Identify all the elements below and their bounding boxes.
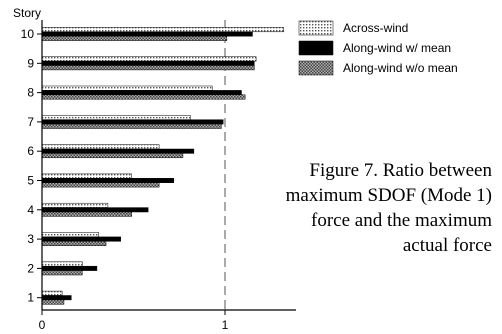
- y-tick-label-5: 5: [27, 174, 34, 188]
- legend: Across-wind Along-wind w/ mean Along-wind …: [298, 20, 458, 76]
- bar-across-wind-story-2: [41, 261, 83, 267]
- bar-along-wind-w-o-mean-story-5: [41, 182, 160, 188]
- bar-along-wind-w-o-mean-story-4: [41, 211, 132, 217]
- bar-along-wind-w-o-mean-story-1: [41, 299, 65, 305]
- y-axis-title: Story: [13, 6, 41, 20]
- bar-along-wind-w-mean-story-7: [41, 119, 224, 125]
- legend-swatch-along-wind-w-mean: [298, 40, 334, 56]
- bar-across-wind-story-8: [41, 85, 213, 91]
- bar-across-wind-story-5: [41, 173, 132, 179]
- bar-along-wind-w-mean-story-5: [41, 178, 175, 183]
- legend-swatch-along-wind-w-o-mean: [298, 60, 334, 76]
- bar-along-wind-w-mean-story-3: [41, 236, 121, 242]
- legend-label-across-wind: Across-wind: [343, 21, 408, 35]
- bar-along-wind-w-mean-story-1: [41, 295, 72, 301]
- bar-across-wind-story-4: [41, 202, 109, 208]
- y-tick-label-6: 6: [27, 144, 34, 158]
- bar-along-wind-w-o-mean-story-3: [41, 241, 107, 246]
- bar-along-wind-w-o-mean-story-7: [41, 123, 222, 129]
- bar-across-wind-story-10: [41, 27, 284, 33]
- bar-along-wind-w-o-mean-story-6: [41, 153, 184, 159]
- bar-across-wind-story-1: [41, 290, 63, 296]
- bar-along-wind-w-mean-story-4: [41, 207, 149, 213]
- bar-along-wind-w-o-mean-story-2: [41, 270, 83, 276]
- x-tick-label-1: 1: [222, 318, 229, 332]
- bar-along-wind-w-mean-story-2: [41, 265, 98, 271]
- figure-caption: Figure 7. Ratio between maximum SDOF (Mo…: [285, 160, 492, 256]
- bar-across-wind-story-9: [41, 56, 257, 62]
- y-tick-label-1: 1: [27, 291, 34, 305]
- x-tick-label-0: 0: [39, 318, 46, 332]
- legend-label-along-wind-w-mean: Along-wind w/ mean: [343, 41, 451, 55]
- y-tick-label-9: 9: [27, 56, 34, 70]
- legend-swatch-across-wind: [298, 20, 334, 36]
- bar-across-wind-story-7: [41, 115, 191, 120]
- y-tick-label-8: 8: [27, 86, 34, 100]
- y-tick-label-7: 7: [27, 115, 34, 129]
- y-tick-label-2: 2: [27, 261, 34, 275]
- y-tick-label-4: 4: [27, 203, 34, 217]
- bar-along-wind-w-mean-story-8: [41, 90, 242, 96]
- bar-along-wind-w-o-mean-story-9: [41, 65, 255, 71]
- bar-along-wind-w-mean-story-10: [41, 31, 253, 37]
- bar-across-wind-story-6: [41, 144, 160, 150]
- bar-along-wind-w-mean-story-6: [41, 148, 195, 154]
- bars-layer: [41, 27, 284, 305]
- y-tick-label-3: 3: [27, 232, 34, 246]
- bar-along-wind-w-o-mean-story-10: [41, 35, 228, 41]
- bar-across-wind-story-3: [41, 232, 99, 238]
- bar-along-wind-w-mean-story-9: [41, 60, 255, 66]
- legend-label-along-wind-w-o-mean: Along-wind w/o mean: [343, 61, 458, 75]
- bar-along-wind-w-o-mean-story-8: [41, 94, 246, 100]
- y-tick-label-10: 10: [21, 27, 35, 41]
